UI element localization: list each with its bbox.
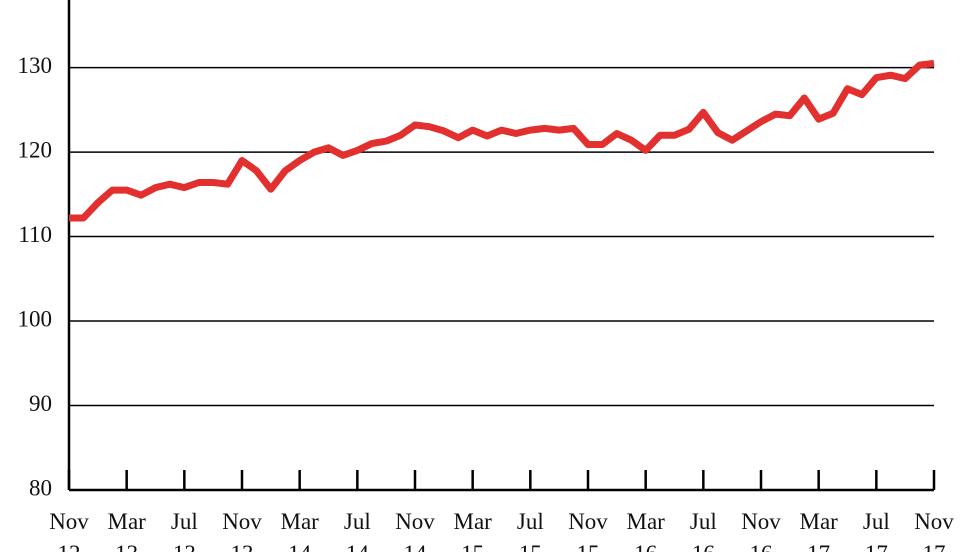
x-tick-label: Jul16: [690, 509, 717, 552]
y-tick-label: 130: [18, 53, 53, 78]
x-tick-label: Mar16: [627, 509, 666, 552]
data-line: [69, 59, 935, 222]
x-tick-label: Nov12: [49, 509, 89, 552]
x-tick-label: Jul15: [517, 509, 544, 552]
x-tick-label: Nov14: [395, 509, 435, 552]
x-tick-label: Nov15: [568, 509, 608, 552]
x-tick-label: Jul13: [171, 509, 198, 552]
x-tick-label: Mar17: [800, 509, 839, 552]
x-tick-label: Jul17: [863, 509, 890, 552]
y-tick-label: 110: [18, 222, 52, 247]
x-tick-label: Mar14: [281, 509, 320, 552]
y-tick-label: 120: [18, 137, 53, 162]
x-tick-label: Nov17: [914, 509, 954, 552]
x-tick-label: Nov16: [741, 509, 781, 552]
x-tick-label: Mar15: [454, 509, 493, 552]
y-tick-label: 100: [18, 306, 53, 331]
x-tick-label: Mar13: [108, 509, 147, 552]
x-tick-label: Jul14: [344, 509, 371, 552]
y-tick-label: 90: [29, 391, 52, 416]
y-tick-label: 80: [29, 475, 52, 500]
x-tick-label: Nov13: [222, 509, 262, 552]
